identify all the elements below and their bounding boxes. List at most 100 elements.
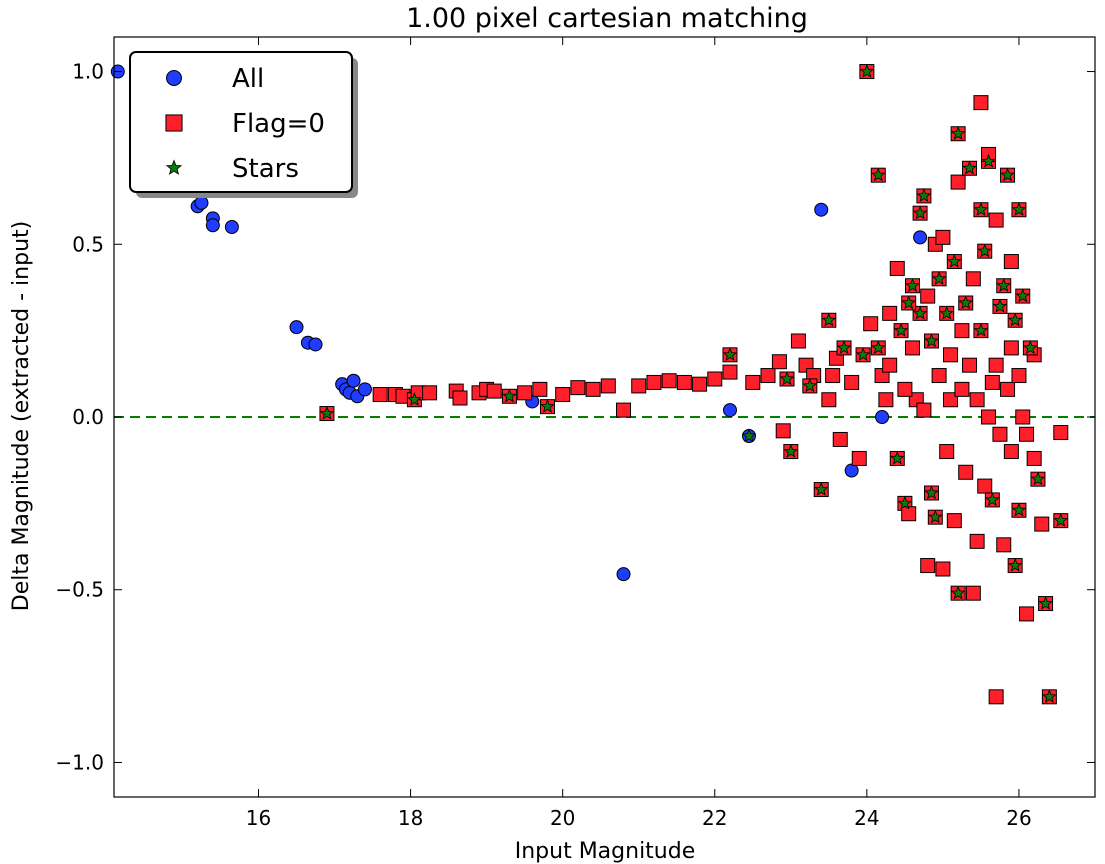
square-point: [916, 402, 932, 418]
circle-point: [814, 202, 829, 217]
star-point: [890, 450, 905, 465]
square-point: [1003, 254, 1019, 270]
square-point: [954, 323, 970, 339]
square-point: [821, 392, 837, 408]
square-point: [931, 368, 947, 384]
square-point: [707, 371, 723, 387]
star-point: [821, 312, 837, 327]
star-point: [958, 295, 973, 310]
square-point: [977, 478, 993, 494]
square-point: [988, 357, 1004, 373]
star-point: [1007, 312, 1023, 327]
star-point: [871, 340, 886, 355]
legend-label: All: [232, 64, 264, 94]
star-point: [992, 298, 1008, 313]
chart-title: 1.00 pixel cartesian matching: [406, 3, 808, 34]
square-point: [532, 381, 548, 397]
x-tick-label: 20: [550, 806, 575, 830]
star-point: [897, 495, 913, 510]
star-point: [1023, 340, 1038, 355]
star-point: [950, 126, 966, 140]
star-point: [855, 347, 871, 362]
y-tick-label: 0.5: [72, 232, 104, 256]
square-point: [988, 212, 1004, 228]
square-point: [486, 383, 502, 399]
square-point: [1026, 450, 1042, 466]
square-point: [935, 229, 951, 245]
square-point: [692, 376, 708, 392]
square-point: [882, 357, 898, 373]
star-point: [1011, 202, 1027, 216]
circle-point: [357, 382, 372, 397]
legend-label: Stars: [232, 154, 299, 184]
square-point: [969, 392, 985, 408]
square-point: [882, 305, 898, 321]
star-point: [1007, 557, 1023, 572]
square-point: [878, 392, 894, 408]
star-point: [871, 167, 886, 182]
square-point: [570, 380, 586, 396]
square-point: [1034, 516, 1050, 532]
square-point: [555, 387, 571, 403]
x-tick-label: 16: [246, 806, 271, 830]
star-point: [319, 405, 335, 420]
series-flag-0: [319, 64, 1069, 705]
x-tick-label: 22: [702, 806, 727, 830]
square-point: [517, 385, 533, 401]
star-point: [1030, 471, 1046, 486]
square-point: [832, 431, 848, 447]
square-point: [904, 340, 920, 356]
star-point: [981, 153, 996, 168]
star-point: [947, 253, 962, 268]
square-point: [901, 506, 917, 522]
y-tick-label: −1.0: [55, 750, 104, 774]
square-point: [920, 288, 936, 304]
square-point: [897, 381, 913, 397]
x-axis-title: Input Magnitude: [515, 839, 696, 864]
star-point: [901, 295, 916, 310]
square-point: [676, 374, 692, 390]
square-point: [958, 464, 974, 480]
square-point: [1003, 340, 1019, 356]
star-point: [928, 509, 943, 524]
x-tick-label: 24: [854, 806, 879, 830]
circle-point: [616, 567, 631, 582]
star-point: [1042, 689, 1057, 704]
star-point: [502, 388, 517, 403]
square-point: [722, 364, 738, 380]
star-point: [973, 202, 989, 216]
legend-square-icon: [165, 114, 183, 132]
circle-point: [224, 220, 239, 234]
star-point: [931, 271, 947, 285]
star-point: [973, 322, 989, 337]
square-point: [844, 374, 860, 390]
series-stars: [319, 63, 1069, 704]
circle-point: [346, 373, 361, 388]
star-point: [741, 428, 757, 443]
circle-point: [844, 463, 859, 478]
axis-ticks: 16 18 20 22 24 26 −1.0 −0.5 0.0 0.5 1.0: [55, 37, 1095, 830]
square-point: [745, 374, 761, 390]
square-point: [950, 174, 966, 190]
x-tick-label: 18: [398, 806, 423, 830]
square-point: [988, 689, 1004, 705]
star-point: [1053, 512, 1069, 527]
square-point: [616, 402, 632, 418]
star-point: [1015, 288, 1030, 303]
star-point: [1000, 167, 1015, 182]
y-tick-label: 0.0: [72, 405, 104, 429]
star-point: [836, 340, 852, 355]
square-point: [996, 537, 1012, 553]
square-point: [954, 381, 970, 397]
circle-point: [205, 218, 220, 233]
square-point: [661, 373, 677, 389]
square-point: [962, 357, 978, 373]
square-point: [939, 444, 955, 460]
x-tick-label: 26: [1006, 806, 1031, 830]
star-point: [814, 481, 829, 496]
star-point: [916, 188, 932, 203]
square-point: [771, 354, 787, 370]
data-points: [110, 63, 1069, 705]
legend-circle-icon: [166, 70, 182, 86]
square-point: [863, 316, 879, 332]
